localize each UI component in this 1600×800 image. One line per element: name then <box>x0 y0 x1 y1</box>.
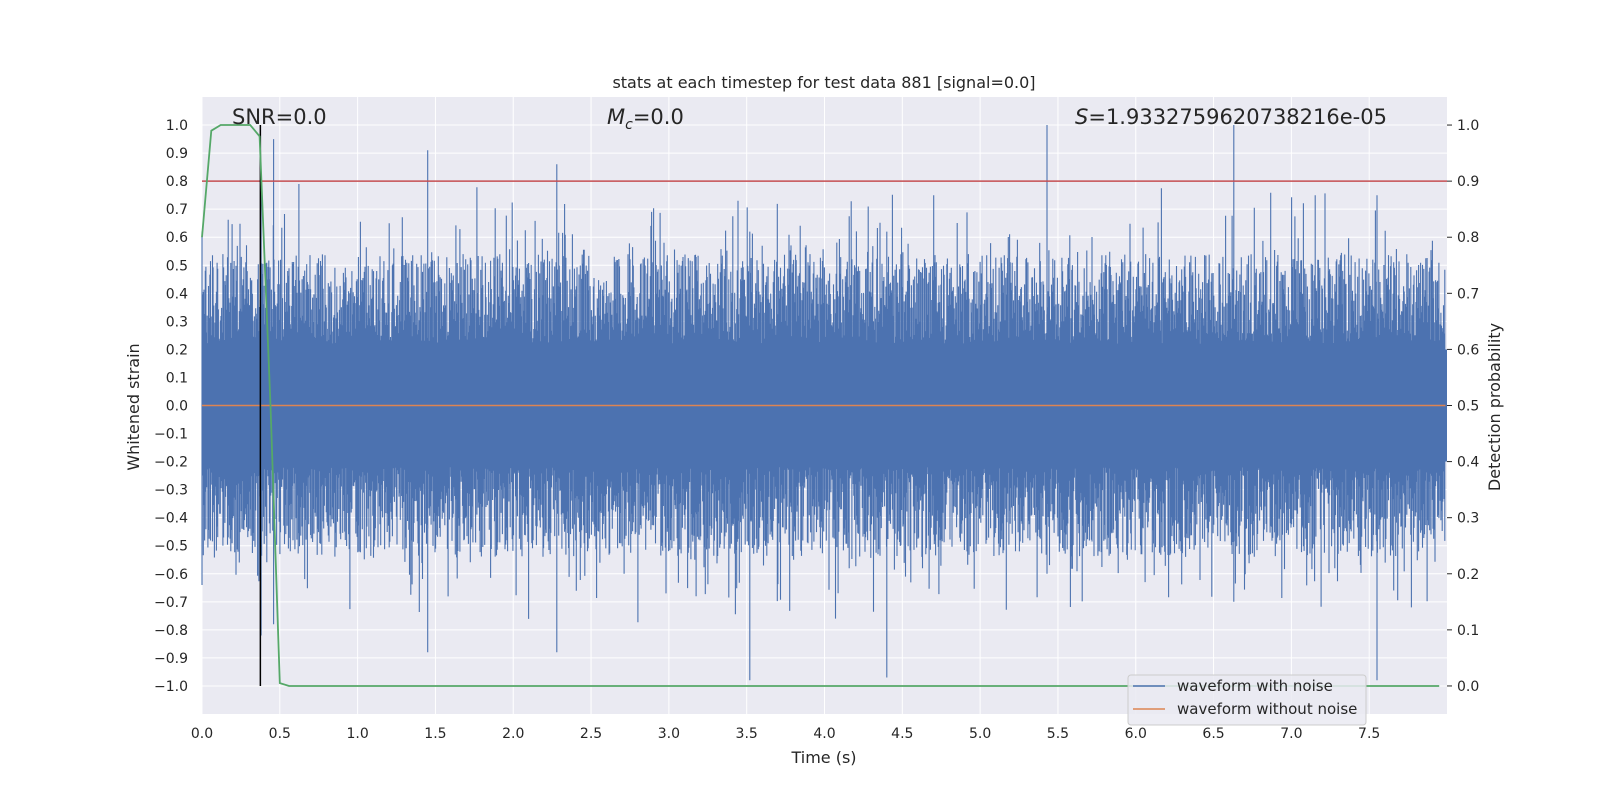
y-tick-label: 0.1 <box>166 370 188 386</box>
s-symbol: S <box>1075 105 1088 129</box>
mc-symbol: M <box>607 105 625 129</box>
y-tick-label: −0.6 <box>154 567 188 583</box>
legend-label-noise: waveform with noise <box>1177 677 1333 695</box>
x-tick-label: 3.5 <box>736 726 758 742</box>
y-axis-label: Whitened strain <box>124 343 143 470</box>
x-tick-label: 6.0 <box>1125 726 1147 742</box>
x-tick-label: 0.5 <box>269 726 291 742</box>
y-tick-label: 0.2 <box>166 342 188 358</box>
y-tick-label: −0.4 <box>154 511 188 527</box>
y-tick-label: 0.8 <box>166 174 188 190</box>
axes: 0.0 0.5 1.0 1.5 2.0 2.5 3.0 3.5 4.0 4.5 5.0 5.5 6.0 6… <box>154 118 1479 742</box>
x-tick-label: 7.0 <box>1280 726 1302 742</box>
y2-axis-label: Detection probability <box>1485 323 1504 491</box>
y-tick-label: 0.6 <box>166 230 188 246</box>
mc-value: =0.0 <box>633 105 684 129</box>
y-tick-label: 0.3 <box>166 314 188 330</box>
y2-tick-label: 0.8 <box>1457 230 1479 246</box>
y-tick-label: −0.5 <box>154 539 188 555</box>
snr-annotation: SNR=0.0 <box>232 105 327 129</box>
legend: waveform with noise waveform without noi… <box>1127 674 1367 726</box>
x-tick-label: 7.5 <box>1358 726 1380 742</box>
y2-tick-label: 0.3 <box>1457 511 1479 527</box>
y2-tick-label: 0.5 <box>1457 399 1479 415</box>
y-tick-label: −0.3 <box>154 483 188 499</box>
y-tick-label: −0.9 <box>154 651 188 667</box>
legend-box <box>1127 674 1367 726</box>
x-tick-label: 1.5 <box>424 726 446 742</box>
y-tick-label: −0.2 <box>154 455 188 471</box>
y-tick-label: 0.0 <box>166 399 188 415</box>
y-tick-label: −0.1 <box>154 427 188 443</box>
y-tick-label: 0.9 <box>166 146 188 162</box>
y2-tick-label: 0.2 <box>1457 567 1479 583</box>
s-value: =1.9332759620738216e-05 <box>1088 105 1387 129</box>
y-tick-label: −0.8 <box>154 623 188 639</box>
y-tick-label: 0.5 <box>166 258 188 274</box>
y-tick-label: −0.7 <box>154 595 188 611</box>
y2-tick-label: 0.9 <box>1457 174 1479 190</box>
y2-tick-label: 1.0 <box>1457 118 1479 134</box>
x-tick-label: 1.0 <box>346 726 368 742</box>
legend-label-clean: waveform without noise <box>1177 700 1357 718</box>
x-tick-label: 2.0 <box>502 726 524 742</box>
y-tick-label: 0.4 <box>166 286 188 302</box>
y-tick-label: −1.0 <box>154 679 188 695</box>
x-tick-label: 5.5 <box>1047 726 1069 742</box>
x-tick-label: 0.0 <box>191 726 213 742</box>
y2-tick-label: 0.6 <box>1457 342 1479 358</box>
x-axis-label: Time (s) <box>790 748 856 767</box>
s-annotation: S=1.9332759620738216e-05 <box>1075 105 1387 129</box>
x-tick-label: 4.0 <box>813 726 835 742</box>
y2-tick-label: 0.0 <box>1457 679 1479 695</box>
noise-waveform-line <box>201 125 1446 681</box>
x-tick-label: 6.5 <box>1202 726 1224 742</box>
chirp-mass-annotation: Mc=0.0 <box>607 105 684 133</box>
x-tick-label: 2.5 <box>580 726 602 742</box>
overlays <box>201 124 1447 687</box>
y2-tick-label: 0.4 <box>1457 455 1479 471</box>
detection-probability-line <box>201 124 1440 687</box>
y2-tick-label: 0.1 <box>1457 623 1479 639</box>
mc-subscript: c <box>625 117 633 133</box>
y-tick-label: 1.0 <box>166 118 188 134</box>
x-tick-label: 5.0 <box>969 726 991 742</box>
x-tick-label: 4.5 <box>891 726 913 742</box>
chart-title: stats at each timestep for test data 881… <box>612 73 1035 92</box>
y-tick-label: 0.7 <box>166 202 188 218</box>
y2-tick-label: 0.7 <box>1457 286 1479 302</box>
x-tick-label: 3.0 <box>658 726 680 742</box>
